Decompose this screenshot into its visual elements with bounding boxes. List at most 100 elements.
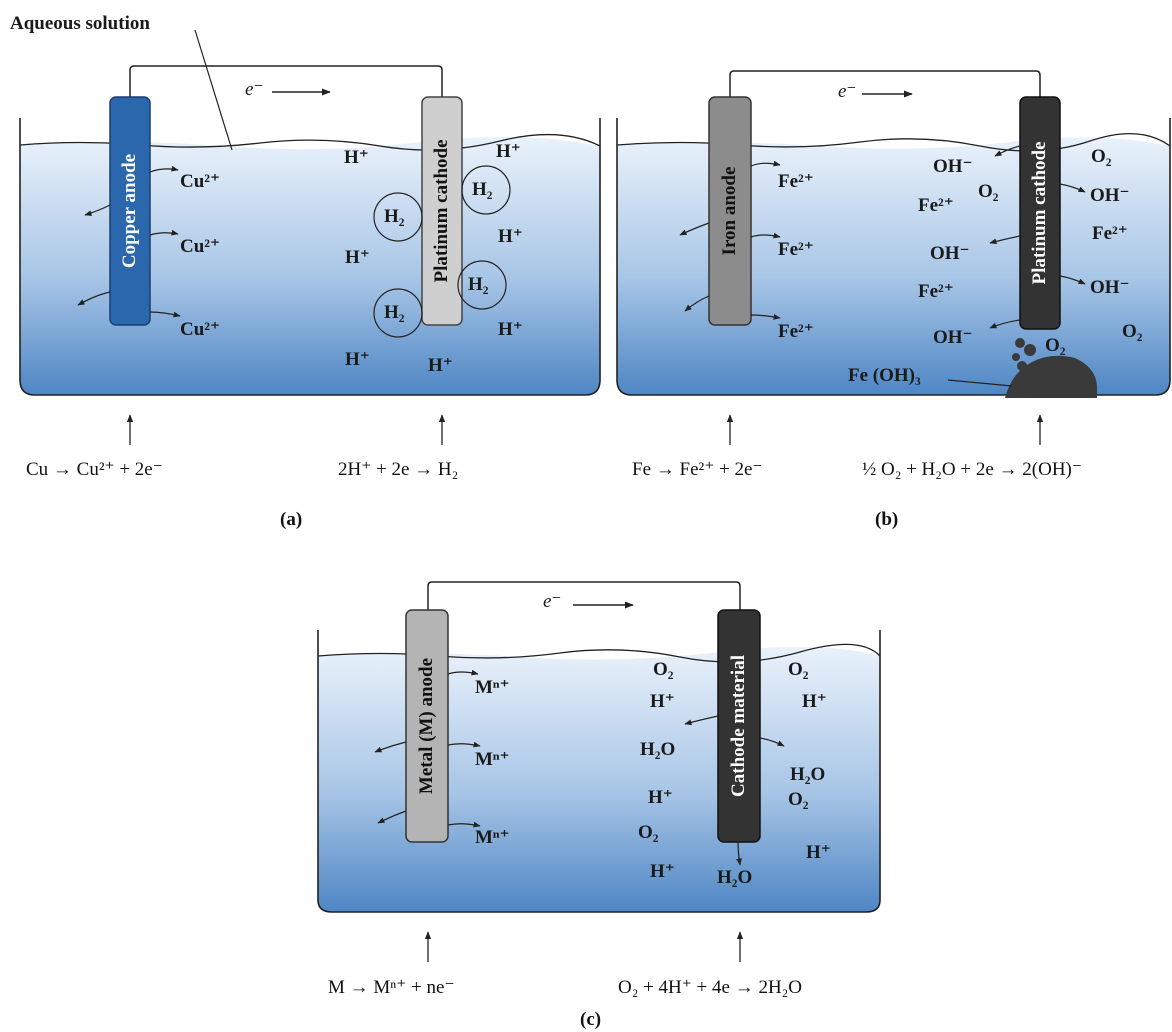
hydrogen-ion: H⁺	[802, 691, 827, 712]
iron-ion: Fe²⁺	[1092, 223, 1128, 244]
panel-b-electron-label: e⁻	[838, 81, 857, 102]
panel-a-cathode-label: Platinum cathode	[431, 139, 452, 283]
hydrogen-ion: H⁺	[498, 226, 523, 247]
hydroxide-ion: OH⁻	[933, 156, 973, 177]
copper-ion: Cu²⁺	[180, 319, 221, 340]
hydrogen-ion: H⁺	[498, 319, 523, 340]
panel-a-cathode-equation: 2H⁺ + 2e → H₂	[338, 459, 459, 480]
hydroxide-ion: OH⁻	[933, 327, 973, 348]
ion-path-arrow	[759, 737, 785, 747]
precipitate-leader-line	[947, 379, 1013, 387]
fe-oh3-label: Fe (OH)₃	[848, 365, 921, 386]
hydrogen-ion: H⁺	[344, 147, 369, 168]
h2-bubble-label: H₂	[468, 274, 489, 295]
oxygen-molecule: O₂	[638, 822, 659, 843]
iron-ion: Fe²⁺	[778, 171, 814, 192]
panel-a-water	[20, 136, 600, 395]
ion-path-arrow	[447, 669, 479, 676]
oxygen-molecule: O₂	[788, 789, 809, 810]
aqueous-solution-label: Aqueous solution	[10, 13, 150, 34]
panel-a-caption: (a)	[280, 509, 303, 530]
panel-a-electron-label: e⁻	[245, 79, 264, 100]
ion-path-arrow	[989, 235, 1021, 245]
hydrogen-ion: H⁺	[648, 787, 673, 808]
ion-path-arrow	[994, 145, 1021, 157]
hydrogen-ion: H⁺	[650, 861, 675, 882]
oxygen-molecule: O₂	[653, 659, 674, 680]
panel-b-water	[617, 137, 1170, 395]
fe-oh3-precipitate	[1005, 355, 1097, 398]
hydroxide-ion: OH⁻	[930, 243, 970, 264]
ion-path-arrow	[750, 232, 781, 239]
ion-path-arrow	[149, 229, 179, 236]
h2-bubble-label: H₂	[384, 206, 405, 227]
iron-ion: Fe²⁺	[918, 195, 954, 216]
h2-bubble	[373, 192, 423, 242]
panel-a-platinum-cathode-electrode	[421, 96, 463, 326]
copper-ion: Cu²⁺	[180, 236, 221, 257]
panel-c-cathode-equation: O₂ + 4H⁺ + 4e → 2H₂O	[618, 977, 803, 998]
h2-bubble	[373, 288, 423, 338]
h2-bubble	[461, 165, 511, 215]
hydroxide-ion: OH⁻	[1090, 185, 1130, 206]
precipitate-particle	[1017, 361, 1027, 371]
oxygen-molecule: O₂	[788, 659, 809, 680]
iron-ion: Fe²⁺	[918, 281, 954, 302]
water-molecule: H₂O	[640, 739, 676, 760]
ion-path-arrow	[750, 160, 781, 167]
h2-bubble-label: H₂	[384, 302, 405, 323]
hydrogen-ion: H⁺	[650, 691, 675, 712]
panel-b-tank	[616, 118, 1171, 396]
metal-ion: Mⁿ⁺	[475, 749, 510, 770]
metal-ion: Mⁿ⁺	[475, 827, 510, 848]
ion-path-arrow	[750, 314, 781, 320]
water-molecule: H₂O	[717, 867, 753, 888]
copper-anode-label: Copper anode	[119, 153, 140, 269]
ion-path-arrow	[374, 741, 407, 753]
ion-path-arrow	[1059, 183, 1086, 193]
panel-c-tank	[317, 630, 881, 913]
panel-b	[616, 70, 1171, 445]
hydroxide-ion: OH⁻	[1090, 277, 1130, 298]
ion-path-arrow	[377, 810, 407, 824]
metal-ion: Mⁿ⁺	[475, 677, 510, 698]
panel-b-cathode-equation: ½ O₂ + H₂O + 2e → 2(OH)⁻	[862, 459, 1082, 480]
oxygen-molecule: O₂	[1122, 321, 1143, 342]
hydrogen-ion: H⁺	[345, 247, 370, 268]
ion-path-arrow	[1059, 275, 1086, 285]
cathode-material-electrode	[717, 609, 761, 843]
ion-path-arrow	[736, 841, 742, 866]
ion-path-arrow	[684, 715, 719, 726]
hydrogen-ion: H⁺	[496, 141, 521, 162]
hydrogen-ion: H⁺	[345, 349, 370, 370]
panel-c-electron-label: e⁻	[543, 591, 562, 612]
ion-path-arrow	[447, 741, 481, 748]
panel-b-cathode-label: Platinum cathode	[1029, 141, 1050, 285]
panel-c-anode-equation: M → Mⁿ⁺ + ne⁻	[328, 977, 455, 998]
water-molecule: H₂O	[790, 764, 826, 785]
copper-ion: Cu²⁺	[180, 171, 221, 192]
panel-c-caption: (c)	[580, 1009, 602, 1030]
ion-path-arrow	[447, 821, 481, 828]
aqueous-leader-line	[194, 29, 233, 151]
iron-anode-electrode	[708, 96, 752, 326]
copper-anode-electrode	[109, 96, 151, 326]
ion-path-arrow	[84, 204, 111, 216]
panel-b-anode-equation: Fe → Fe²⁺ + 2e⁻	[632, 459, 763, 480]
h2-bubble	[457, 260, 507, 310]
metal-anode-electrode	[405, 609, 449, 843]
precipitate-particle	[1012, 353, 1020, 361]
ion-path-arrow	[149, 311, 181, 318]
iron-ion: Fe²⁺	[778, 239, 814, 260]
ion-path-arrow	[684, 295, 710, 312]
panel-a-wire	[129, 65, 443, 97]
panel-b-platinum-cathode-electrode	[1019, 96, 1061, 330]
panel-b-caption: (b)	[875, 509, 899, 530]
precipitate-particle	[1015, 338, 1025, 348]
ion-path-arrow	[679, 222, 710, 236]
panel-c	[317, 581, 881, 962]
ion-path-arrow	[149, 165, 179, 173]
hydrogen-ion: H⁺	[806, 842, 831, 863]
